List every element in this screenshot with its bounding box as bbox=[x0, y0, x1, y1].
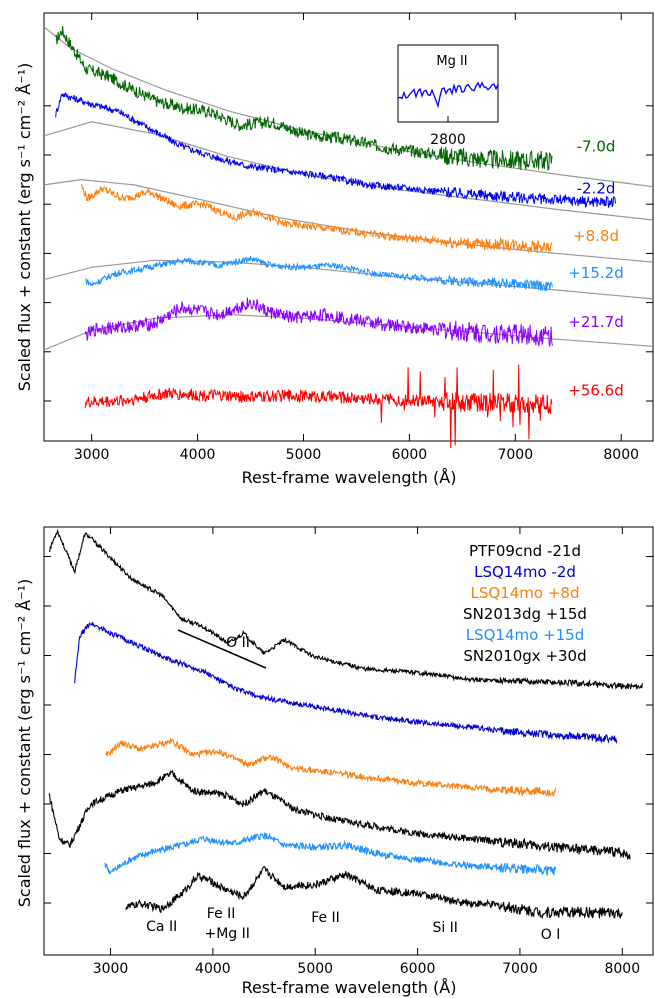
line-annotation: Si II bbox=[432, 920, 457, 936]
spectrum-LSQ14mo +8d bbox=[105, 738, 557, 798]
mg2-inset: Mg II 2800 bbox=[397, 44, 499, 148]
line-annotation: Fe II bbox=[207, 906, 236, 922]
line-annotation: Fe II bbox=[311, 910, 340, 926]
x-tick-label: 7000 bbox=[502, 961, 538, 977]
x-tick-label: 5000 bbox=[297, 961, 333, 977]
line-annotation: O I bbox=[541, 927, 561, 943]
legend: PTF09cnd -21d LSQ14mo -2d LSQ14mo +8d SN… bbox=[463, 542, 587, 665]
epoch-label: +8.8d bbox=[573, 227, 619, 245]
spectrum-LSQ14mo +15d bbox=[104, 832, 557, 876]
x-tick-label: 4000 bbox=[180, 447, 216, 463]
epoch-label: -7.0d bbox=[577, 138, 616, 156]
x-tick-label: 7000 bbox=[497, 447, 533, 463]
x-tick-label: 4000 bbox=[195, 961, 231, 977]
line-annotation: +Mg II bbox=[204, 926, 249, 942]
model-curve-1 bbox=[43, 26, 654, 188]
spectrum-SN2010gx +30d bbox=[125, 865, 623, 920]
top-y-axis-label: Scaled flux + constant (erg s⁻¹ cm⁻² Å⁻¹… bbox=[15, 63, 34, 391]
legend-entry-6: SN2010gx +30d bbox=[463, 647, 586, 665]
line-annotation: Ca II bbox=[146, 919, 177, 935]
bottom-spectra bbox=[48, 528, 643, 920]
spectrum-+8.8d bbox=[80, 184, 553, 254]
x-tick-label: 3000 bbox=[93, 961, 129, 977]
x-tick-label: 3000 bbox=[74, 447, 110, 463]
o2-marker-line bbox=[177, 629, 267, 669]
inset-x-tick-label: 2800 bbox=[430, 132, 466, 148]
model-curve-3 bbox=[43, 178, 654, 263]
spectrum-SN2013dg +15d bbox=[48, 769, 631, 860]
epoch-label: +56.6d bbox=[568, 381, 624, 399]
spectrum-LSQ14mo -2d bbox=[74, 621, 618, 744]
x-tick-label: 8000 bbox=[604, 961, 640, 977]
line-annotations: Ca II Fe II +Mg II Fe II Si II O I bbox=[146, 906, 560, 943]
top-model-curves bbox=[43, 26, 654, 351]
spectrum--2.2d bbox=[55, 91, 616, 209]
bottom-y-axis-label: Scaled flux + constant (erg s⁻¹ cm⁻² Å⁻¹… bbox=[15, 579, 34, 907]
x-tick-label: 8000 bbox=[603, 447, 639, 463]
inset-spectrum bbox=[397, 81, 499, 109]
legend-entry-5: LSQ14mo +15d bbox=[466, 626, 585, 644]
epoch-label: -2.2d bbox=[577, 180, 616, 198]
bottom-x-axis-label: Rest-frame wavelength (Å) bbox=[242, 978, 457, 997]
legend-entry-4: SN2013dg +15d bbox=[463, 605, 587, 623]
top-x-axis-label: Rest-frame wavelength (Å) bbox=[242, 468, 457, 487]
x-tick-label: 5000 bbox=[286, 447, 322, 463]
bottom-x-ticks: 3000 4000 5000 6000 7000 8000 bbox=[93, 527, 640, 977]
top-epoch-labels: -7.0d -2.2d +8.8d +15.2d +21.7d +56.6d bbox=[568, 138, 624, 400]
spectrum-+21.7d bbox=[84, 297, 553, 348]
legend-entry-2: LSQ14mo -2d bbox=[474, 563, 576, 581]
top-x-ticks: 3000 4000 5000 6000 7000 8000 bbox=[74, 13, 639, 463]
o2-annotation: O II bbox=[226, 635, 250, 651]
top-spectra bbox=[55, 26, 616, 449]
top-panel: 3000 4000 5000 6000 7000 8000 -7.0d -2.2d +8.8d… bbox=[15, 12, 654, 487]
inset-title: Mg II bbox=[436, 54, 467, 69]
spectrum-PTF09cnd -21d bbox=[48, 528, 643, 690]
spectrum--7.0d bbox=[55, 26, 553, 171]
legend-entry-1: PTF09cnd -21d bbox=[469, 542, 581, 560]
top-y-ticks bbox=[44, 105, 653, 402]
bottom-y-ticks bbox=[44, 556, 653, 904]
spectrum-+15.2d bbox=[85, 255, 553, 292]
spectrum-+56.6d bbox=[84, 364, 553, 449]
legend-entry-3: LSQ14mo +8d bbox=[471, 584, 580, 602]
model-curve-4 bbox=[43, 259, 654, 300]
top-plot-frame bbox=[43, 12, 654, 442]
epoch-label: +15.2d bbox=[568, 264, 624, 282]
bottom-panel: 3000 4000 5000 6000 7000 8000 PTF09cnd -21d L… bbox=[15, 526, 654, 997]
epoch-label: +21.7d bbox=[568, 313, 624, 331]
x-tick-label: 6000 bbox=[400, 961, 436, 977]
x-tick-label: 6000 bbox=[392, 447, 428, 463]
bottom-plot-frame bbox=[43, 526, 654, 956]
